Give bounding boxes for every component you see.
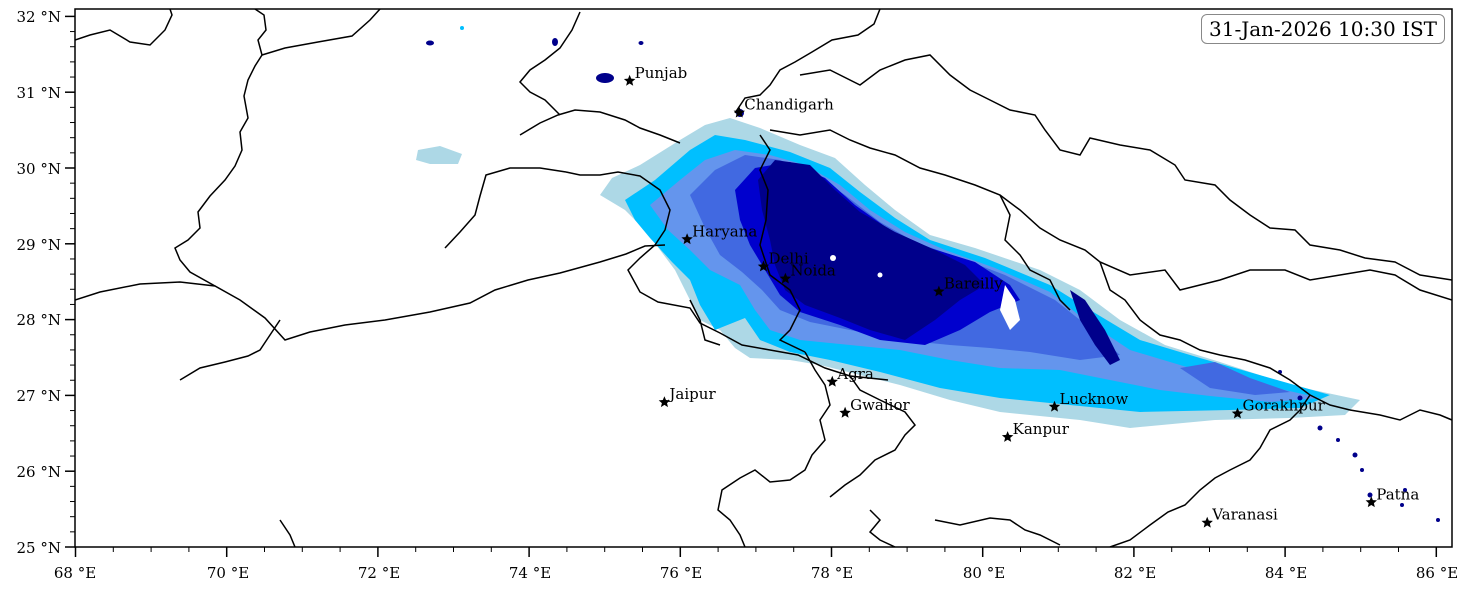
city-label: Haryana bbox=[692, 222, 757, 240]
city-star-icon bbox=[1001, 431, 1014, 442]
axis-ticks bbox=[65, 15, 1438, 557]
city-label: Agra bbox=[836, 365, 874, 383]
city-star-icon bbox=[1048, 400, 1061, 412]
city-star-icon bbox=[933, 285, 945, 297]
city-label: Patna bbox=[1376, 485, 1419, 503]
x-tick-label: 72 °E bbox=[358, 564, 400, 582]
city-label: Jaipur bbox=[667, 385, 716, 403]
city-label: Bareilly bbox=[944, 275, 1003, 293]
city-label: Gwalior bbox=[850, 396, 910, 414]
y-tick-label: 31 °N bbox=[17, 84, 61, 102]
x-tick-label: 68 °E bbox=[54, 564, 96, 582]
y-tick-label: 32 °N bbox=[17, 8, 61, 26]
city-label: Lucknow bbox=[1060, 390, 1129, 408]
y-tick-label: 29 °N bbox=[17, 236, 61, 254]
x-tick-label: 80 °E bbox=[963, 564, 1005, 582]
city-star-icon bbox=[658, 396, 671, 408]
city-label: Noida bbox=[790, 262, 836, 280]
x-tick-label: 82 °E bbox=[1114, 564, 1156, 582]
city-star-icon bbox=[839, 406, 851, 418]
x-tick-label: 78 °E bbox=[811, 564, 853, 582]
city-star-icon bbox=[733, 106, 745, 118]
x-tick-label: 86 °E bbox=[1416, 564, 1458, 582]
plot-frame bbox=[74, 8, 1453, 548]
x-tick-label: 76 °E bbox=[660, 564, 702, 582]
city-label: Punjab bbox=[635, 64, 688, 82]
city-star-icon bbox=[623, 74, 636, 86]
x-tick-label: 84 °E bbox=[1265, 564, 1307, 582]
y-tick-label: 27 °N bbox=[17, 387, 61, 405]
x-tick-label: 70 °E bbox=[207, 564, 249, 582]
y-tick-label: 30 °N bbox=[17, 160, 61, 178]
city-star-icon bbox=[826, 375, 838, 387]
city-star-icon bbox=[1231, 407, 1244, 419]
city-label: Kanpur bbox=[1013, 420, 1070, 438]
timestamp-label: 31-Jan-2026 10:30 IST bbox=[1201, 14, 1445, 44]
y-axis-labels: 32 °N 31 °N 30 °N 29 °N 28 °N 27 °N 26 °… bbox=[17, 8, 61, 557]
city-label: Chandigarh bbox=[744, 96, 834, 114]
y-tick-label: 28 °N bbox=[17, 311, 61, 329]
y-tick-label: 26 °N bbox=[17, 463, 61, 481]
boundary-lines bbox=[75, 9, 1452, 547]
city-label: Delhi bbox=[768, 250, 808, 268]
city-star-icon bbox=[1365, 496, 1377, 508]
city-star-icon bbox=[681, 233, 693, 245]
x-tick-label: 74 °E bbox=[509, 564, 551, 582]
city-label: Varanasi bbox=[1211, 506, 1278, 524]
city-label: Gorakhpur bbox=[1242, 397, 1325, 415]
city-star-icon bbox=[1201, 516, 1213, 528]
city-star-icon bbox=[779, 272, 792, 284]
y-tick-label: 25 °N bbox=[17, 539, 61, 557]
x-axis-labels: 68 °E 70 °E 72 °E 74 °E 76 °E 78 °E 80 °… bbox=[54, 564, 1458, 582]
city-star-icon bbox=[757, 260, 770, 272]
shaded-field bbox=[416, 26, 1440, 522]
axis-minor-ticks bbox=[70, 31, 1399, 552]
